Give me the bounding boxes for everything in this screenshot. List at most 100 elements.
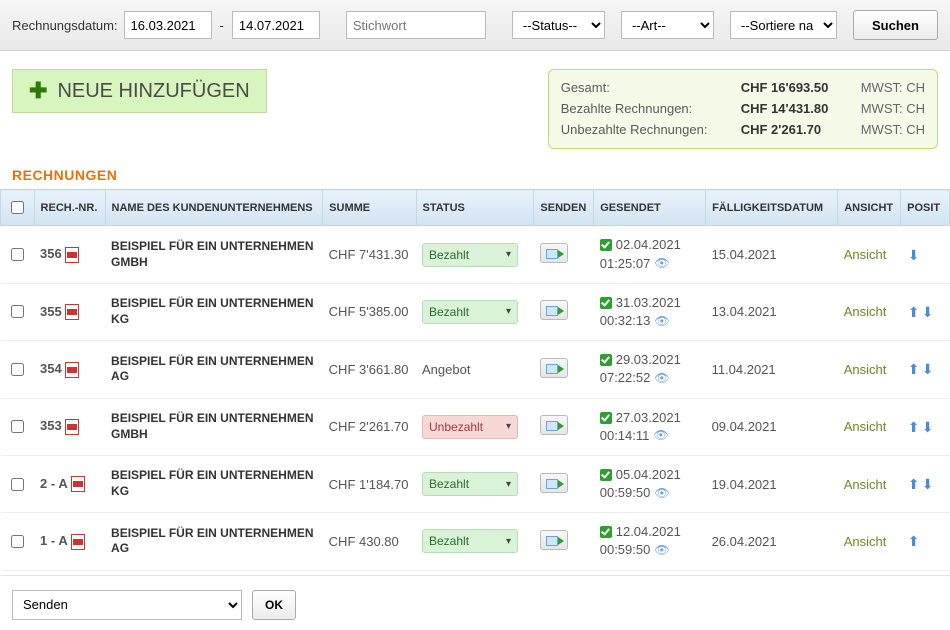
sent-time: 00:14:11: [600, 427, 650, 445]
pdf-icon[interactable]: [65, 419, 79, 435]
status-text: Angebot: [422, 362, 470, 377]
row-checkbox[interactable]: [11, 478, 24, 491]
sent-time: 00:59:50: [600, 484, 651, 502]
move-down-icon[interactable]: ⬇: [921, 476, 935, 490]
status-select-pill[interactable]: Unbezahlt▾: [422, 415, 518, 439]
view-link[interactable]: Ansicht: [844, 247, 887, 262]
eye-icon[interactable]: 👁: [653, 427, 668, 444]
invoice-amount: CHF 430.80: [323, 513, 416, 570]
send-button[interactable]: [540, 415, 568, 435]
status-select-pill[interactable]: Bezahlt▾: [422, 529, 518, 553]
col-sum[interactable]: SUMME: [323, 190, 416, 226]
invoice-number[interactable]: 1 - A: [40, 533, 68, 548]
eye-icon[interactable]: 👁: [654, 370, 669, 387]
row-checkbox[interactable]: [11, 248, 24, 261]
invoices-table: RECH.-NR. NAME DES KUNDENUNTERNEHMENS SU…: [0, 189, 950, 570]
invoice-number[interactable]: 353: [40, 418, 62, 433]
row-checkbox[interactable]: [11, 420, 24, 433]
company-name: BEISPIEL FÜR EIN UNTERNEHMEN KG: [111, 468, 317, 499]
check-icon: [600, 526, 612, 538]
send-button[interactable]: [540, 358, 568, 378]
check-icon: [600, 239, 612, 251]
row-checkbox[interactable]: [11, 363, 24, 376]
move-up-icon[interactable]: ⬆: [907, 419, 921, 433]
add-new-button[interactable]: ✚ NEUE HINZUFÜGEN: [12, 69, 267, 113]
send-button[interactable]: [540, 473, 568, 493]
col-view[interactable]: ANSICHT: [838, 190, 901, 226]
bulk-action-select[interactable]: Senden: [12, 590, 242, 620]
sent-date: 27.03.2021: [616, 409, 681, 427]
eye-icon[interactable]: 👁: [654, 542, 669, 559]
send-button[interactable]: [540, 243, 568, 263]
view-link[interactable]: Ansicht: [844, 477, 887, 492]
date-from-input[interactable]: [124, 11, 212, 39]
pdf-icon[interactable]: [71, 534, 85, 550]
status-select[interactable]: --Status--: [512, 11, 605, 39]
chevron-down-icon: ▾: [506, 421, 511, 432]
sent-time: 01:25:07: [600, 255, 651, 273]
table-row: 354BEISPIEL FÜR EIN UNTERNEHMEN AGCHF 3'…: [1, 341, 950, 398]
date-dash: -: [220, 18, 224, 33]
move-up-icon[interactable]: ⬆: [907, 304, 921, 318]
invoice-number[interactable]: 355: [40, 304, 62, 319]
summary-paid-vat: MWST: CH: [861, 99, 925, 120]
sent-date: 05.04.2021: [616, 466, 681, 484]
move-down-icon[interactable]: ⬇: [921, 304, 935, 318]
bulk-ok-button[interactable]: OK: [252, 590, 296, 620]
keyword-input[interactable]: [346, 11, 486, 39]
status-label: Bezahlt: [429, 477, 469, 491]
chevron-down-icon: ▾: [506, 479, 511, 490]
date-to-input[interactable]: [232, 11, 320, 39]
invoice-number[interactable]: 2 - A: [40, 476, 68, 491]
row-checkbox[interactable]: [11, 535, 24, 548]
table-row: 353BEISPIEL FÜR EIN UNTERNEHMEN GMBHCHF …: [1, 398, 950, 455]
pdf-icon[interactable]: [65, 304, 79, 320]
invoice-number[interactable]: 356: [40, 246, 62, 261]
filter-bar: Rechnungsdatum: - --Status-- --Art-- --S…: [0, 0, 950, 51]
view-link[interactable]: Ansicht: [844, 419, 887, 434]
move-up-icon[interactable]: ⬆: [907, 361, 921, 375]
pdf-icon[interactable]: [65, 362, 79, 378]
search-button[interactable]: Suchen: [853, 10, 938, 40]
view-link[interactable]: Ansicht: [844, 362, 887, 377]
summary-unpaid-label: Unbezahlte Rechnungen:: [561, 120, 731, 141]
status-select-pill[interactable]: Bezahlt▾: [422, 300, 518, 324]
summary-total-amount: CHF 16'693.50: [741, 78, 851, 99]
col-posit[interactable]: POSIT: [901, 190, 950, 226]
move-up-icon[interactable]: ⬆: [907, 476, 921, 490]
col-nr[interactable]: RECH.-NR.: [34, 190, 105, 226]
art-select[interactable]: --Art--: [621, 11, 714, 39]
sort-select[interactable]: --Sortiere na: [730, 11, 837, 39]
table-row: 1 - ABEISPIEL FÜR EIN UNTERNEHMEN AGCHF …: [1, 513, 950, 570]
col-due[interactable]: FÄLLIGKEITSDATUM: [706, 190, 838, 226]
move-down-icon[interactable]: ⬇: [921, 361, 935, 375]
invoice-amount: CHF 5'385.00: [323, 283, 416, 340]
col-sent[interactable]: GESENDET: [594, 190, 706, 226]
status-select-pill[interactable]: Bezahlt ▾: [422, 472, 518, 496]
invoice-number[interactable]: 354: [40, 361, 62, 376]
company-name: BEISPIEL FÜR EIN UNTERNEHMEN GMBH: [111, 239, 317, 270]
col-company[interactable]: NAME DES KUNDENUNTERNEHMENS: [105, 190, 323, 226]
move-up-icon[interactable]: ⬆: [907, 533, 921, 547]
col-status[interactable]: STATUS: [416, 190, 534, 226]
row-checkbox[interactable]: [11, 305, 24, 318]
eye-icon[interactable]: 👁: [654, 485, 669, 502]
status-select-pill[interactable]: Bezahlt▾: [422, 243, 518, 267]
send-button[interactable]: [540, 300, 568, 320]
sent-date: 29.03.2021: [616, 351, 681, 369]
view-link[interactable]: Ansicht: [844, 304, 887, 319]
pdf-icon[interactable]: [71, 476, 85, 492]
sent-time: 07:22:52: [600, 369, 651, 387]
select-all-checkbox[interactable]: [11, 201, 24, 214]
col-send[interactable]: SENDEN: [534, 190, 594, 226]
sent-date: 02.04.2021: [616, 236, 681, 254]
move-down-icon[interactable]: ⬇: [907, 247, 921, 261]
check-icon: [600, 297, 612, 309]
move-down-icon[interactable]: ⬇: [921, 419, 935, 433]
eye-icon[interactable]: 👁: [654, 255, 669, 272]
due-date: 26.04.2021: [706, 513, 838, 570]
summary-box: Gesamt: CHF 16'693.50 MWST: CH Bezahlte …: [548, 69, 938, 149]
pdf-icon[interactable]: [65, 247, 79, 263]
status-label: Bezahlt: [429, 248, 469, 262]
eye-icon[interactable]: 👁: [654, 313, 669, 330]
